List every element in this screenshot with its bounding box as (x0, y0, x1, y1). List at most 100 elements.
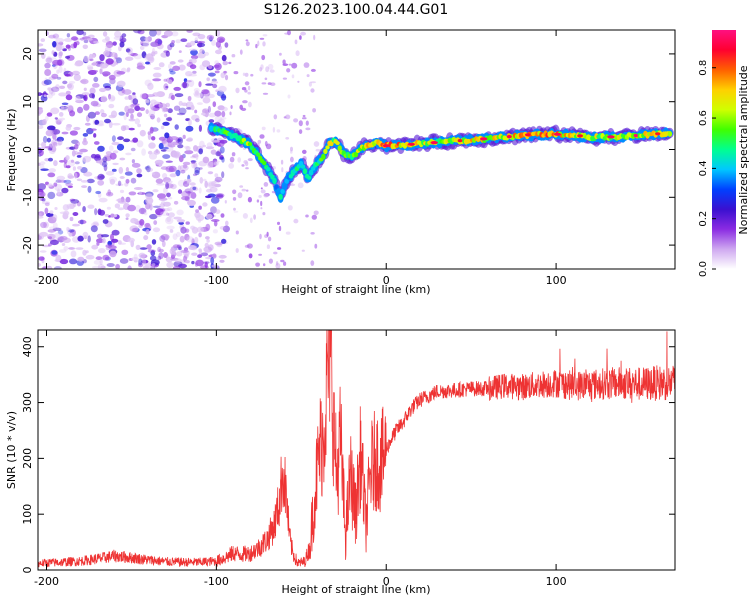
spectrogram-noise-cell (118, 242, 127, 245)
spectrogram-noise-cell (91, 265, 101, 269)
spectrogram-noise-cell (287, 205, 293, 211)
spectrogram-noise-cell (147, 56, 154, 62)
spectrogram-noise-cell (242, 72, 246, 77)
colorbar-label: Normalized spectral amplitude (737, 65, 750, 234)
spectrogram-noise-cell (73, 203, 77, 207)
spectrogram-noise-cell (65, 125, 72, 131)
spectrogram-noise-cell (138, 252, 146, 259)
spectrogram-noise-cell (311, 214, 317, 220)
spectrogram-noise-cell (105, 151, 112, 156)
spectrogram-noise-cell (65, 90, 71, 95)
spectrogram-noise-cell (310, 260, 315, 266)
spectrogram-ridge-core (323, 148, 328, 154)
spectrogram-noise-cell (160, 211, 169, 217)
spectrogram-noise-cell (291, 74, 295, 79)
spectrogram-noise-cell (38, 213, 42, 217)
spectrogram-noise-cell (219, 146, 225, 154)
spectrogram-noise-cell (180, 249, 189, 253)
spectrogram-noise-cell (194, 166, 201, 174)
spectrogram-noise-cell (213, 64, 220, 69)
spectrogram-noise-cell (165, 117, 172, 121)
spectrogram-noise-cell (132, 98, 139, 105)
spectrogram-noise-cell (173, 200, 179, 205)
spectrogram-noise-cell (186, 236, 194, 243)
spectrogram-noise-cell (188, 79, 195, 88)
spectrogram-noise-cell (90, 100, 99, 107)
spectrogram-noise-cell (63, 179, 72, 184)
spectrogram-noise-cell (163, 113, 168, 118)
spectrogram-noise-cell (55, 44, 62, 52)
spectrogram-noise-cell (195, 209, 200, 213)
spectrogram-noise-cell (65, 155, 70, 161)
spectrogram-noise-cell (82, 133, 89, 137)
spectrogram-noise-cell (49, 239, 59, 246)
spectrogram-noise-cell (67, 175, 75, 179)
spectrogram-noise-cell (136, 65, 146, 70)
spectrogram-noise-cell (258, 253, 262, 256)
spectrogram-noise-cell (160, 166, 169, 170)
spectrogram-noise-cell (310, 81, 317, 84)
spectrogram-noise-cell (48, 87, 54, 95)
spectrogram-noise-cell (110, 233, 114, 241)
spectrogram-noise-cell (158, 142, 164, 150)
spectrogram-noise-cell (51, 73, 59, 79)
spectrogram-noise-cell (112, 41, 117, 46)
spectrogram-noise-cell (111, 229, 120, 236)
spectrogram-noise-cell (205, 223, 211, 231)
spectrogram-noise-cell (205, 195, 212, 199)
spectrogram-noise-cell (133, 253, 138, 260)
spectrogram-noise-cell (163, 83, 169, 91)
spectrogram-noise-cell (242, 100, 248, 104)
figure-title: S126.2023.100.04.44.G01 (264, 2, 449, 18)
spectrogram-ridge-peak (430, 141, 438, 145)
spectrogram-noise-cell (69, 110, 76, 117)
spectrogram-noise-cell (112, 162, 119, 166)
spectrogram-noise-cell (280, 159, 284, 165)
spectrogram-noise-cell (204, 180, 208, 188)
spectrogram-noise-cell (187, 199, 196, 207)
spectrogram-noise-cell (111, 238, 119, 243)
spectrogram-noise-cell (77, 166, 83, 170)
spectrogram-noise-cell (150, 265, 155, 269)
spectrogram-noise-cell (278, 225, 282, 232)
spectrogram-noise-cell (191, 252, 198, 256)
spectrogram-noise-cell (125, 217, 129, 220)
spectrogram-noise-cell (185, 221, 190, 225)
spectrogram-noise-cell (134, 105, 141, 111)
spectrogram-noise-cell (44, 62, 51, 69)
spectrogram-noise-cell (172, 265, 180, 269)
spectrogram-noise-cell (230, 105, 233, 109)
spectrogram-noise-cell (244, 81, 250, 86)
spectrogram-noise-cell (166, 192, 171, 198)
spectrogram-noise-cell (38, 92, 43, 96)
spectrogram-ridge-peak (553, 132, 562, 136)
spectrogram-noise-cell (99, 158, 106, 166)
spectrogram-noise-cell (207, 161, 214, 169)
spectrogram-noise-cell (108, 93, 112, 100)
spectrogram-noise-cell (116, 80, 126, 88)
spectrogram-noise-cell (79, 148, 88, 153)
spectrogram-noise-cell (162, 121, 170, 126)
spectrogram-noise-cell (70, 250, 77, 258)
spectrogram-noise-cell (207, 105, 211, 113)
spectrogram-noise-cell (245, 167, 249, 170)
spectrogram-noise-cell (231, 152, 236, 157)
spectrogram-noise-cell (61, 243, 66, 246)
spectrogram-noise-cell (100, 62, 104, 71)
spectrogram-noise-cell (89, 58, 94, 62)
spectrogram-noise-cell (76, 30, 84, 36)
spectrogram-noise-cell (228, 61, 232, 65)
spectrogram-noise-cell (298, 129, 303, 135)
spectrogram-noise-cell (59, 160, 65, 163)
spectrogram-noise-cell (52, 33, 60, 39)
spectrogram-noise-cell (178, 221, 184, 225)
spectrogram-y-tick-label: 10 (21, 95, 34, 109)
spectrogram-noise-cell (216, 242, 223, 248)
spectrogram-noise-cell (69, 258, 78, 265)
spectrogram-noise-cell (133, 54, 143, 60)
spectrogram-noise-cell (189, 182, 196, 186)
spectrogram-noise-cell (301, 249, 305, 252)
spectrogram-noise-cell (115, 183, 124, 187)
spectrogram-noise-cell (102, 160, 108, 168)
spectrogram-noise-cell (69, 130, 78, 136)
